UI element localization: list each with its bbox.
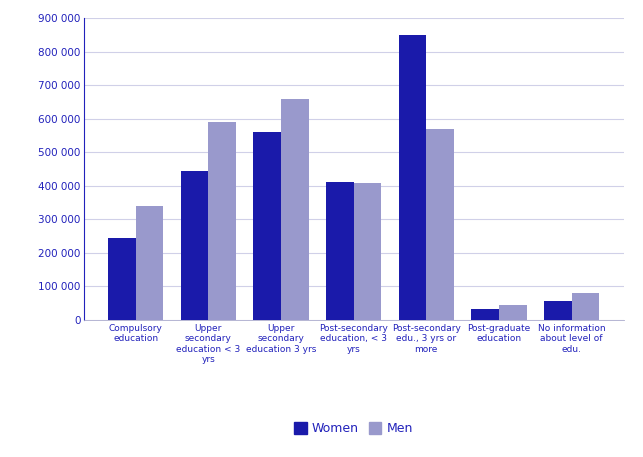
Bar [326, 182, 354, 320]
Bar [181, 171, 208, 320]
Bar [544, 302, 572, 320]
Bar [208, 122, 236, 320]
Bar [572, 293, 599, 320]
Bar [399, 35, 426, 320]
Bar [253, 132, 281, 320]
Bar [108, 238, 136, 320]
Bar [136, 206, 163, 320]
Bar [426, 129, 454, 320]
Bar [281, 99, 309, 320]
Bar [354, 183, 381, 320]
Bar [499, 305, 527, 320]
Bar [471, 309, 499, 320]
Legend: Women, Men: Women, Men [289, 417, 418, 441]
